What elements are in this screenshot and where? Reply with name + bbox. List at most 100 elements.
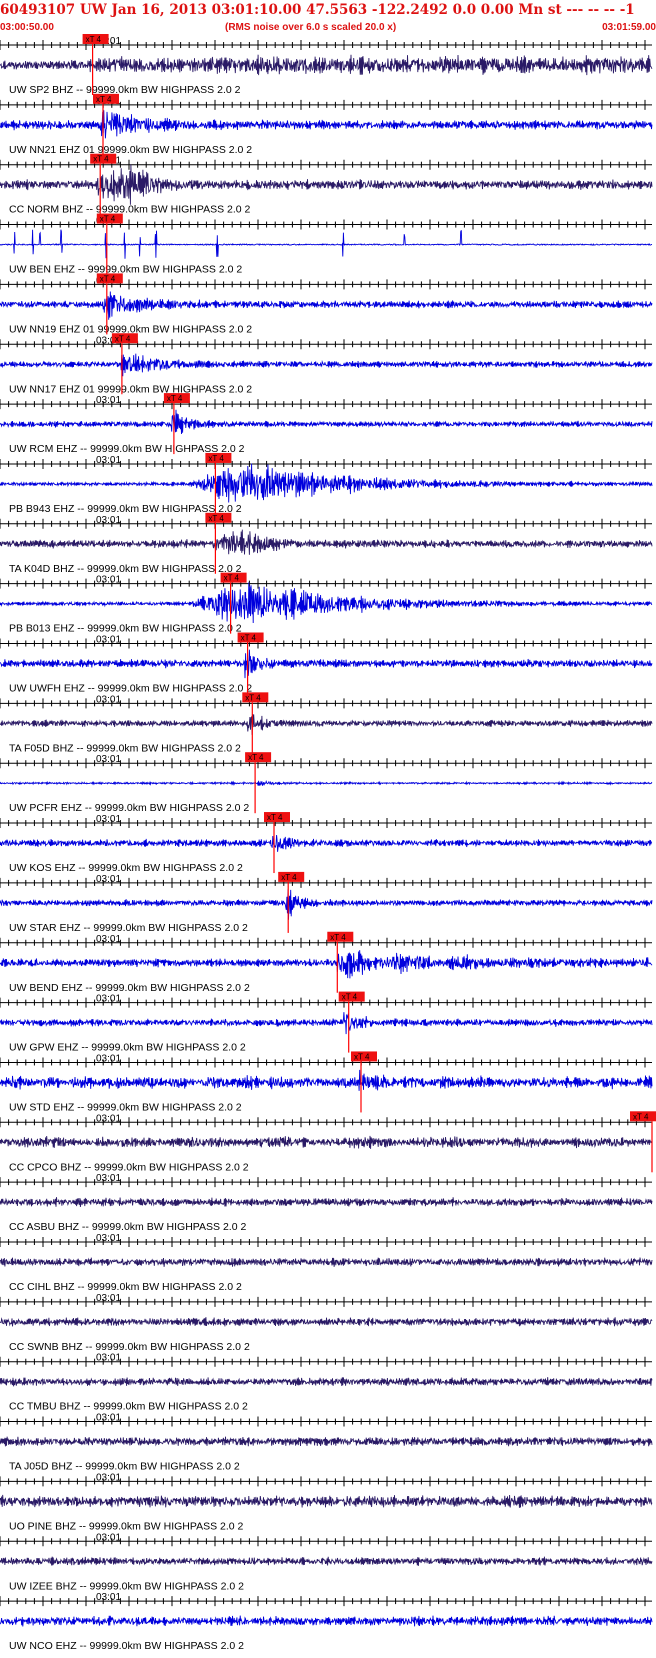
station-label: UW KOS EHZ -- 99999.0km BW HIGHPASS 2.0 … xyxy=(9,862,243,874)
pick-marker-box xyxy=(82,34,109,44)
seismogram-trace xyxy=(0,1317,653,1327)
tick-label: 03:01 xyxy=(96,1472,121,1483)
tick-label: 03:01 xyxy=(96,455,121,466)
event-title: 60493107 UW Jan 16, 2013 03:01:10.00 47.… xyxy=(0,2,635,18)
station-label: UW NCO EHZ -- 99999.0km BW HIGHPASS 2.0 … xyxy=(9,1640,244,1652)
pick-label: xT 4 xyxy=(330,933,346,942)
seismogram-trace xyxy=(0,834,653,852)
station-label: TA K04D BHZ -- 99999.0km BW HIGHPASS 2.0… xyxy=(9,563,242,575)
tick-label: 03:01 xyxy=(96,814,121,825)
trace-row: 03:01 CC ASBU BHZ -- 99999.0km BW HIGHPAS… xyxy=(0,1173,653,1233)
trace-row: 03:01 CC SWNB BHZ -- 99999.0km BW HIGHPAS… xyxy=(0,1293,653,1353)
pick-label: xT 4 xyxy=(281,873,297,882)
station-label: UW BEND EHZ -- 99999.0km BW HIGHPASS 2.0… xyxy=(9,982,250,994)
tick-label: 03:01 xyxy=(96,1293,121,1304)
trace-row: 03:01 UW IZEE BHZ -- 99999.0km BW HIGHPAS… xyxy=(0,1532,653,1592)
pick-label: xT 4 xyxy=(248,753,264,762)
pick-marker-box xyxy=(351,1051,377,1062)
scaling-note: (RMS noise over 6.0 s scaled 20.0 x) xyxy=(225,22,397,33)
station-label: TA J05D BHZ -- 99999.0km BW HIGHPASS 2.0… xyxy=(9,1461,240,1473)
station-label: UW GPW EHZ -- 99999.0km BW HIGHPASS 2.0 … xyxy=(9,1042,246,1054)
pick-marker-box xyxy=(327,931,354,942)
trace-row: 03:01 PB B943 EHZ -- 99999.0km BW HIGHPAS… xyxy=(0,452,653,515)
pick-label: xT 4 xyxy=(100,274,116,283)
station-label: UW UWFH EHZ -- 99999.0km BW HIGHPASS 2.0… xyxy=(9,683,252,695)
seismogram-trace xyxy=(0,353,653,377)
seismogram-trace xyxy=(0,582,653,624)
seismogram-trace xyxy=(0,409,653,435)
tick-label: 03:01 xyxy=(96,874,121,885)
pick-label: xT 4 xyxy=(96,95,112,104)
seismogram-trace xyxy=(0,110,653,139)
trace-row: 03:01 UW RCM EHZ -- 99999.0km BW HIGHPASS… xyxy=(0,393,653,455)
trace-row: 03:01 UO PINE BHZ -- 99999.0km BW HIGHPAS… xyxy=(0,1472,653,1532)
trace-row: 03:01 UW NCO EHZ -- 99999.0km BW HIGHPASS… xyxy=(0,1592,653,1652)
seismogram-trace xyxy=(0,950,653,979)
tick-label: 03:01 xyxy=(96,754,121,765)
tick-label: 03:01 xyxy=(96,1353,121,1364)
pick-label: xT 4 xyxy=(208,454,224,463)
trace-row: 03:01 TA J05D BHZ -- 99999.0km BW HIGHPAS… xyxy=(0,1413,653,1473)
seismogram-trace xyxy=(0,1069,653,1091)
station-label: UW STAR EHZ -- 99999.0km BW HIGHPASS 2.0… xyxy=(9,922,248,934)
pick-label: xT 4 xyxy=(167,394,183,403)
station-label: PB B943 EHZ -- 99999.0km BW HIGHPASS 2.0… xyxy=(9,503,242,515)
pick-marker-box xyxy=(90,153,117,164)
tick-label: 03:01 xyxy=(96,515,121,526)
trace-row: 03:01 UW SP2 BHZ -- 99999.0km BW HIGHPASS… xyxy=(0,34,653,96)
trace-row: 03:01 CC CIHL BHZ -- 99999.0km BW HIGHPAS… xyxy=(0,1233,653,1293)
tick-label: 03:01 xyxy=(96,335,121,346)
seismogram-trace xyxy=(0,1197,653,1208)
trace-row: 03:01 UW PCFR EHZ -- 99999.0km BW HIGHPAS… xyxy=(0,752,653,814)
tick-label: 03:01 xyxy=(96,694,121,705)
trace-row: 03:01 TA F05D BHZ -- 99999.0km BW HIGHPAS… xyxy=(0,692,653,754)
trace-row: 03:01 UW STAR EHZ -- 99999.0km BW HIGHPAS… xyxy=(0,871,653,934)
pick-marker-box xyxy=(220,572,247,583)
seismogram-trace xyxy=(0,164,653,205)
seismogram-trace xyxy=(0,291,653,320)
station-label: CC CIHL BHZ -- 99999.0km BW HIGHPASS 2.0… xyxy=(9,1281,242,1293)
pick-marker-box xyxy=(205,512,232,523)
station-label: UO PINE BHZ -- 99999.0km BW HIGHPASS 2.0… xyxy=(9,1520,244,1532)
station-label: UW SP2 BHZ -- 99999.0km BW HIGHPASS 2.0 … xyxy=(9,84,241,96)
seismogram-trace xyxy=(0,529,653,555)
station-label: UW BEN EHZ -- 99999.0km BW HIGHPASS 2.0 … xyxy=(9,264,242,276)
station-label: UW NN17 EHZ 01 99999.0km BW HIGHPASS 2.0… xyxy=(9,383,252,395)
tick-label: 03:01 xyxy=(96,36,121,47)
tick-label: 03:01 xyxy=(96,1053,121,1064)
seismogram-trace xyxy=(0,780,653,786)
seismogram-trace xyxy=(0,54,653,76)
seismogram-trace xyxy=(0,1257,653,1267)
seismogram-trace xyxy=(0,1135,653,1149)
station-label: CC NORM BHZ -- 99999.0km BW HIGHPASS 2.0… xyxy=(9,204,251,216)
pick-label: xT 4 xyxy=(245,693,261,702)
tick-label: 03:01 xyxy=(96,994,121,1005)
pick-marker-box xyxy=(630,1111,656,1122)
trace-row: 03:01 PB B013 EHZ -- 99999.0km BW HIGHPAS… xyxy=(0,572,653,635)
tick-label: 03:01 xyxy=(96,1113,121,1124)
pick-marker-box xyxy=(96,273,123,284)
trace-row: 03:01 UW KOS EHZ -- 99999.0km BW HIGHPASS… xyxy=(0,812,653,874)
pick-label: xT 4 xyxy=(241,634,257,643)
pick-marker-box xyxy=(237,632,264,643)
seismogram-trace xyxy=(0,1556,653,1566)
pick-label: xT 4 xyxy=(86,35,102,44)
pick-label: xT 4 xyxy=(633,1112,649,1121)
trace-row: 03:01 CC CPCO BHZ -- 99999.0km BW HIGHPAS… xyxy=(0,1111,656,1173)
tick-label: 03:01 xyxy=(96,1532,121,1543)
station-label: CC ASBU BHZ -- 99999.0km BW HIGHPASS 2.0… xyxy=(9,1221,246,1233)
station-label: UW NN21 EHZ 01 99999.0km BW HIGHPASS 2.0… xyxy=(9,144,252,156)
seismogram-trace xyxy=(0,229,653,259)
seismogram-trace xyxy=(0,463,653,503)
pick-marker-box xyxy=(278,871,305,882)
trace-row: 03:01 UW BEND EHZ -- 99999.0km BW HIGHPAS… xyxy=(0,931,653,994)
seismogram-trace xyxy=(0,1377,653,1387)
pick-label: xT 4 xyxy=(354,1052,370,1061)
seismogram-trace xyxy=(0,889,653,920)
trace-row: 03:01 UW UWFH EHZ -- 99999.0km BW HIGHPAS… xyxy=(0,632,653,695)
pick-label: xT 4 xyxy=(267,813,283,822)
station-label: PB B013 EHZ -- 99999.0km BW HIGHPASS 2.0… xyxy=(9,623,242,635)
